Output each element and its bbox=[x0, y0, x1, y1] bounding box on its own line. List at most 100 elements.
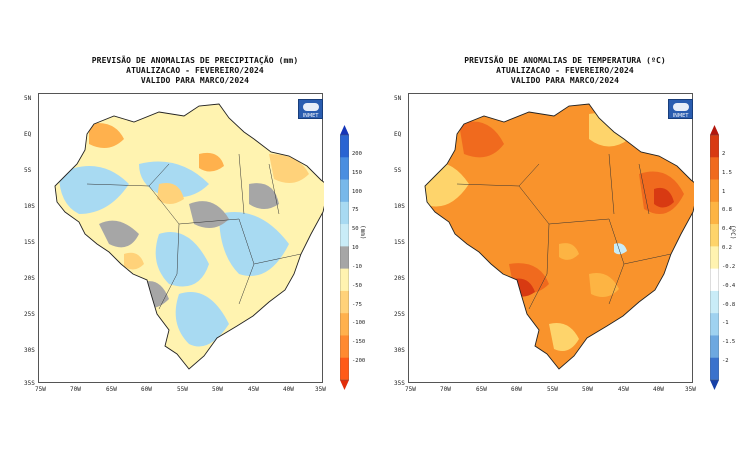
colorbar-segment bbox=[710, 179, 719, 203]
temp-title: PREVISÃO DE ANOMALIAS DE TEMPERATURA (ºC… bbox=[420, 56, 710, 86]
precip-map-svg bbox=[54, 103, 324, 370]
lat-label: EQ bbox=[394, 131, 402, 138]
colorbar-tick-label: 50 bbox=[352, 226, 359, 233]
colorbar-segment bbox=[710, 246, 719, 269]
colorbar-tick-label: 0.2 bbox=[722, 245, 732, 252]
colorbar-tick-label: -75 bbox=[352, 301, 362, 308]
inmet-logo: INMET bbox=[668, 99, 693, 119]
colorbar-segment bbox=[710, 224, 719, 247]
lon-label: 50W bbox=[582, 386, 593, 393]
lat-label: 35S bbox=[24, 380, 35, 387]
lon-label: 35W bbox=[315, 386, 326, 393]
lon-label: 75W bbox=[405, 386, 416, 393]
lat-label: 10S bbox=[24, 203, 35, 210]
colorbar-segment bbox=[710, 268, 719, 292]
lon-label: 55W bbox=[547, 386, 558, 393]
precip-anomaly-fill bbox=[55, 104, 324, 369]
colorbar-segment bbox=[340, 313, 349, 336]
lon-label: 55W bbox=[177, 386, 188, 393]
precip-map bbox=[38, 93, 324, 383]
lon-label: 35W bbox=[685, 386, 696, 393]
lat-label: 25S bbox=[394, 311, 405, 318]
colorbar-tick-label: 150 bbox=[352, 169, 362, 176]
colorbar-segment bbox=[340, 290, 349, 314]
lon-label: 40W bbox=[283, 386, 294, 393]
colorbar-segment bbox=[710, 313, 719, 336]
lat-label: 35S bbox=[394, 380, 405, 387]
precip-panel: PREVISÃO DE ANOMALIAS DE PRECIPITAÇÃO (m… bbox=[10, 50, 370, 400]
precip-title-line-1: PREVISÃO DE ANOMALIAS DE PRECIPITAÇÃO (m… bbox=[91, 56, 299, 65]
colorbar-tick-label: -0.2 bbox=[722, 263, 736, 270]
colorbar-segment bbox=[710, 335, 719, 359]
colorbar-segment bbox=[340, 224, 349, 247]
colorbar-segment bbox=[710, 290, 719, 314]
lat-label: 15S bbox=[24, 239, 35, 246]
colorbar-segment bbox=[340, 335, 349, 359]
colorbar-tick-label: -100 bbox=[352, 320, 366, 327]
temp-anomaly-fill bbox=[425, 104, 694, 369]
precip-title-line-3: VALIDO PARA MARCO/2024 bbox=[140, 76, 250, 85]
brazil-outline bbox=[424, 103, 694, 370]
colorbar-segment bbox=[710, 357, 719, 381]
colorbar-segment bbox=[710, 157, 719, 180]
colorbar-tick-label: 1.5 bbox=[722, 169, 732, 176]
colorbar-tick-label: -2 bbox=[722, 358, 729, 365]
state-borders bbox=[456, 153, 672, 310]
lat-label: 5N bbox=[394, 95, 402, 102]
temp-colorbar bbox=[710, 125, 719, 390]
inmet-logo: INMET bbox=[298, 99, 323, 119]
temp-title-line-1: PREVISÃO DE ANOMALIAS DE TEMPERATURA (ºC… bbox=[464, 56, 666, 65]
colorbar-segment bbox=[340, 135, 349, 158]
lon-label: 40W bbox=[653, 386, 664, 393]
logo-text: INMET bbox=[302, 113, 319, 119]
colorbar-tick-label: -1.5 bbox=[722, 339, 736, 346]
colorbar-top-cap bbox=[340, 125, 349, 135]
lon-label: 75W bbox=[35, 386, 46, 393]
lat-label: 15S bbox=[394, 239, 405, 246]
temp-map-svg bbox=[424, 103, 694, 370]
colorbar-tick-label: 0.8 bbox=[722, 207, 732, 214]
lon-label: 70W bbox=[440, 386, 451, 393]
colorbar-segment bbox=[340, 157, 349, 180]
colorbar-bottom-cap bbox=[340, 380, 349, 390]
precip-unit-label: (mm) bbox=[359, 225, 366, 240]
colorbar-tick-label: 200 bbox=[352, 150, 362, 157]
colorbar-tick-label: -50 bbox=[352, 282, 362, 289]
colorbar-segment bbox=[340, 179, 349, 203]
lat-label: 5N bbox=[24, 95, 32, 102]
colorbar-tick-label: -200 bbox=[352, 358, 366, 365]
colorbar-tick-label: 2 bbox=[722, 150, 726, 157]
lon-label: 45W bbox=[618, 386, 629, 393]
temp-panel: PREVISÃO DE ANOMALIAS DE TEMPERATURA (ºC… bbox=[380, 50, 740, 400]
colorbar-bottom-cap bbox=[710, 380, 719, 390]
lat-label: 20S bbox=[394, 275, 405, 282]
lon-label: 60W bbox=[511, 386, 522, 393]
lat-label: EQ bbox=[24, 131, 32, 138]
colorbar-tick-label: -0.8 bbox=[722, 301, 736, 308]
colorbar-tick-label: -10 bbox=[352, 263, 362, 270]
lat-label: 30S bbox=[24, 347, 35, 354]
state-borders bbox=[86, 153, 302, 310]
colorbar-tick-label: 0.4 bbox=[722, 226, 732, 233]
precip-colorbar-ticks: 200 150 100 75 50 10 -10 -50 -75 -100 -150 -200 bbox=[352, 125, 382, 390]
brazil-outline bbox=[54, 103, 324, 370]
colorbar-top-cap bbox=[710, 125, 719, 135]
colorbar-tick-label: 10 bbox=[352, 245, 359, 252]
lat-label: 30S bbox=[394, 347, 405, 354]
colorbar-outline bbox=[340, 134, 349, 381]
lon-label: 60W bbox=[141, 386, 152, 393]
colorbar-tick-label: 1 bbox=[722, 188, 726, 195]
colorbar-segment bbox=[340, 268, 349, 292]
lon-label: 70W bbox=[70, 386, 81, 393]
temp-title-line-3: VALIDO PARA MARCO/2024 bbox=[510, 76, 620, 85]
colorbar-tick-label: -1 bbox=[722, 320, 729, 327]
lon-label: 50W bbox=[212, 386, 223, 393]
colorbar-segment bbox=[340, 357, 349, 381]
precip-title-line-2: ATUALIZACAO - FEVEREIRO/2024 bbox=[126, 66, 264, 75]
colorbar-tick-label: 75 bbox=[352, 207, 359, 214]
precip-title: PREVISÃO DE ANOMALIAS DE PRECIPITAÇÃO (m… bbox=[50, 56, 340, 86]
temp-unit-label: (ºC) bbox=[729, 225, 736, 240]
lat-label: 10S bbox=[394, 203, 405, 210]
colorbar-tick-label: -150 bbox=[352, 339, 366, 346]
colorbar-segment bbox=[340, 246, 349, 269]
